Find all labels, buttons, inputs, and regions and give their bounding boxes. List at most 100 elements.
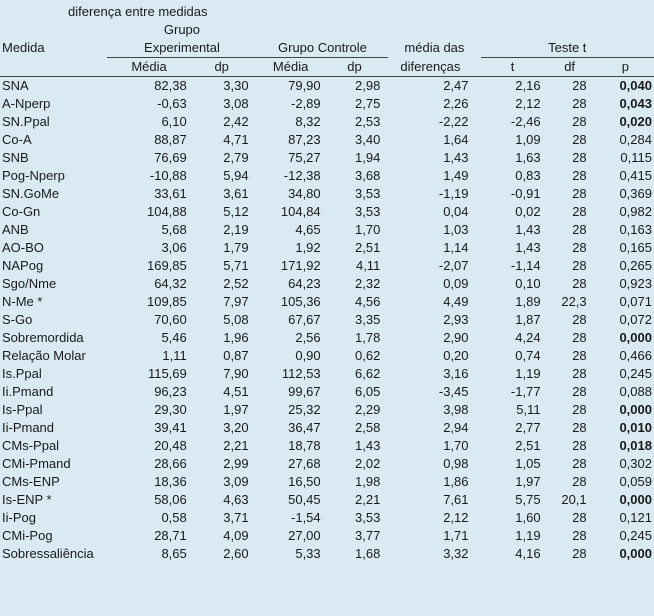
cell-media-ctrl: 50,45 bbox=[257, 491, 325, 509]
cell-media-exp: 28,66 bbox=[107, 455, 190, 473]
cell-dp-ctrl: 2,29 bbox=[325, 401, 389, 419]
cell-media-exp: 8,65 bbox=[107, 545, 190, 563]
cell-dp-ctrl: 1,98 bbox=[325, 473, 389, 491]
table-row: N-Me *109,857,97105,364,564,491,8922,30,… bbox=[0, 293, 654, 311]
cell-medida: Sobremordida bbox=[0, 329, 107, 347]
cell-p: 0,071 bbox=[595, 293, 654, 311]
cell-media-exp: -0,63 bbox=[107, 95, 190, 113]
cell-medida: N-Me * bbox=[0, 293, 107, 311]
cell-t: 1,43 bbox=[481, 221, 549, 239]
cell-diff: 2,26 bbox=[388, 95, 480, 113]
cell-dp-ctrl: 6,05 bbox=[325, 383, 389, 401]
cell-dp-ctrl: 3,35 bbox=[325, 311, 389, 329]
cell-media-ctrl: 1,92 bbox=[257, 239, 325, 257]
cell-dp-exp: 5,94 bbox=[191, 167, 257, 185]
cell-media-exp: 76,69 bbox=[107, 149, 190, 167]
cell-p: 0,000 bbox=[595, 329, 654, 347]
cell-media-ctrl: 27,00 bbox=[257, 527, 325, 545]
header-media-ctrl: Média bbox=[257, 57, 325, 76]
cell-df: 28 bbox=[549, 329, 595, 347]
cell-media-ctrl: 27,68 bbox=[257, 455, 325, 473]
cell-df: 28 bbox=[549, 76, 595, 95]
cell-p: 0,415 bbox=[595, 167, 654, 185]
cell-p: 0,982 bbox=[595, 203, 654, 221]
header-row-groups-2: Medida Experimental Grupo Controle média… bbox=[0, 39, 654, 58]
cell-dp-ctrl: 6,62 bbox=[325, 365, 389, 383]
table-row: ANB5,682,194,651,701,031,43280,163 bbox=[0, 221, 654, 239]
cell-t: 1,63 bbox=[481, 149, 549, 167]
cell-p: 0,010 bbox=[595, 419, 654, 437]
table-row: Is-Ppal29,301,9725,322,293,985,11280,000 bbox=[0, 401, 654, 419]
header-row-title: diferença entre medidas bbox=[0, 0, 654, 21]
cell-diff: 1,86 bbox=[388, 473, 480, 491]
data-table: diferença entre medidas Grupo Medida Exp… bbox=[0, 0, 654, 563]
cell-p: 0,115 bbox=[595, 149, 654, 167]
cell-t: 0,74 bbox=[481, 347, 549, 365]
cell-dp-ctrl: 2,02 bbox=[325, 455, 389, 473]
cell-media-ctrl: 5,33 bbox=[257, 545, 325, 563]
cell-diff: -3,45 bbox=[388, 383, 480, 401]
cell-dp-exp: 4,63 bbox=[191, 491, 257, 509]
cell-dp-exp: 2,19 bbox=[191, 221, 257, 239]
cell-dp-ctrl: 3,40 bbox=[325, 131, 389, 149]
cell-df: 28 bbox=[549, 185, 595, 203]
cell-dp-exp: 7,90 bbox=[191, 365, 257, 383]
cell-df: 28 bbox=[549, 239, 595, 257]
cell-media-ctrl: 112,53 bbox=[257, 365, 325, 383]
cell-dp-exp: 0,87 bbox=[191, 347, 257, 365]
cell-p: 0,000 bbox=[595, 491, 654, 509]
cell-media-ctrl: -2,89 bbox=[257, 95, 325, 113]
cell-media-exp: 0,58 bbox=[107, 509, 190, 527]
cell-t: -1,14 bbox=[481, 257, 549, 275]
cell-media-exp: 64,32 bbox=[107, 275, 190, 293]
cell-dp-ctrl: 1,68 bbox=[325, 545, 389, 563]
cell-medida: Co-A bbox=[0, 131, 107, 149]
cell-diff: 7,61 bbox=[388, 491, 480, 509]
table-row: Is.Ppal115,697,90112,536,623,161,19280,2… bbox=[0, 365, 654, 383]
cell-t: -2,46 bbox=[481, 113, 549, 131]
header-df: df bbox=[549, 57, 595, 76]
cell-media-ctrl: 34,80 bbox=[257, 185, 325, 203]
cell-df: 28 bbox=[549, 257, 595, 275]
cell-t: 1,97 bbox=[481, 473, 549, 491]
cell-df: 28 bbox=[549, 437, 595, 455]
cell-medida: CMi-Pog bbox=[0, 527, 107, 545]
cell-media-ctrl: 36,47 bbox=[257, 419, 325, 437]
table-row: SN.Ppal6,102,428,322,53-2,22-2,46280,020 bbox=[0, 113, 654, 131]
cell-medida: Is-ENP * bbox=[0, 491, 107, 509]
table-row: Ii-Pmand39,413,2036,472,582,942,77280,01… bbox=[0, 419, 654, 437]
cell-t: 1,09 bbox=[481, 131, 549, 149]
cell-media-exp: 169,85 bbox=[107, 257, 190, 275]
cell-media-exp: -10,88 bbox=[107, 167, 190, 185]
cell-df: 28 bbox=[549, 473, 595, 491]
cell-media-ctrl: 99,67 bbox=[257, 383, 325, 401]
cell-media-ctrl: 75,27 bbox=[257, 149, 325, 167]
table-row: AO-BO3,061,791,922,511,141,43280,165 bbox=[0, 239, 654, 257]
cell-media-exp: 18,36 bbox=[107, 473, 190, 491]
cell-diff: 2,12 bbox=[388, 509, 480, 527]
cell-t: 0,83 bbox=[481, 167, 549, 185]
cell-p: 0,245 bbox=[595, 527, 654, 545]
cell-dp-exp: 5,71 bbox=[191, 257, 257, 275]
cell-medida: Ii-Pmand bbox=[0, 419, 107, 437]
cell-media-ctrl: 0,90 bbox=[257, 347, 325, 365]
cell-medida: A-Nperp bbox=[0, 95, 107, 113]
cell-dp-ctrl: 2,53 bbox=[325, 113, 389, 131]
cell-p: 0,043 bbox=[595, 95, 654, 113]
cell-media-ctrl: 2,56 bbox=[257, 329, 325, 347]
cell-media-ctrl: 64,23 bbox=[257, 275, 325, 293]
cell-medida: SN.GoMe bbox=[0, 185, 107, 203]
cell-diff: -1,19 bbox=[388, 185, 480, 203]
cell-dp-exp: 2,79 bbox=[191, 149, 257, 167]
table-row: Relação Molar1,110,870,900,620,200,74280… bbox=[0, 347, 654, 365]
cell-media-exp: 104,88 bbox=[107, 203, 190, 221]
header-row-groups-1: Grupo bbox=[0, 21, 654, 39]
cell-dp-exp: 4,09 bbox=[191, 527, 257, 545]
cell-p: 0,165 bbox=[595, 239, 654, 257]
cell-t: 4,24 bbox=[481, 329, 549, 347]
cell-p: 0,018 bbox=[595, 437, 654, 455]
cell-df: 28 bbox=[549, 95, 595, 113]
table-row: SN.GoMe33,613,6134,803,53-1,19-0,91280,3… bbox=[0, 185, 654, 203]
cell-dp-ctrl: 1,70 bbox=[325, 221, 389, 239]
cell-media-exp: 1,11 bbox=[107, 347, 190, 365]
